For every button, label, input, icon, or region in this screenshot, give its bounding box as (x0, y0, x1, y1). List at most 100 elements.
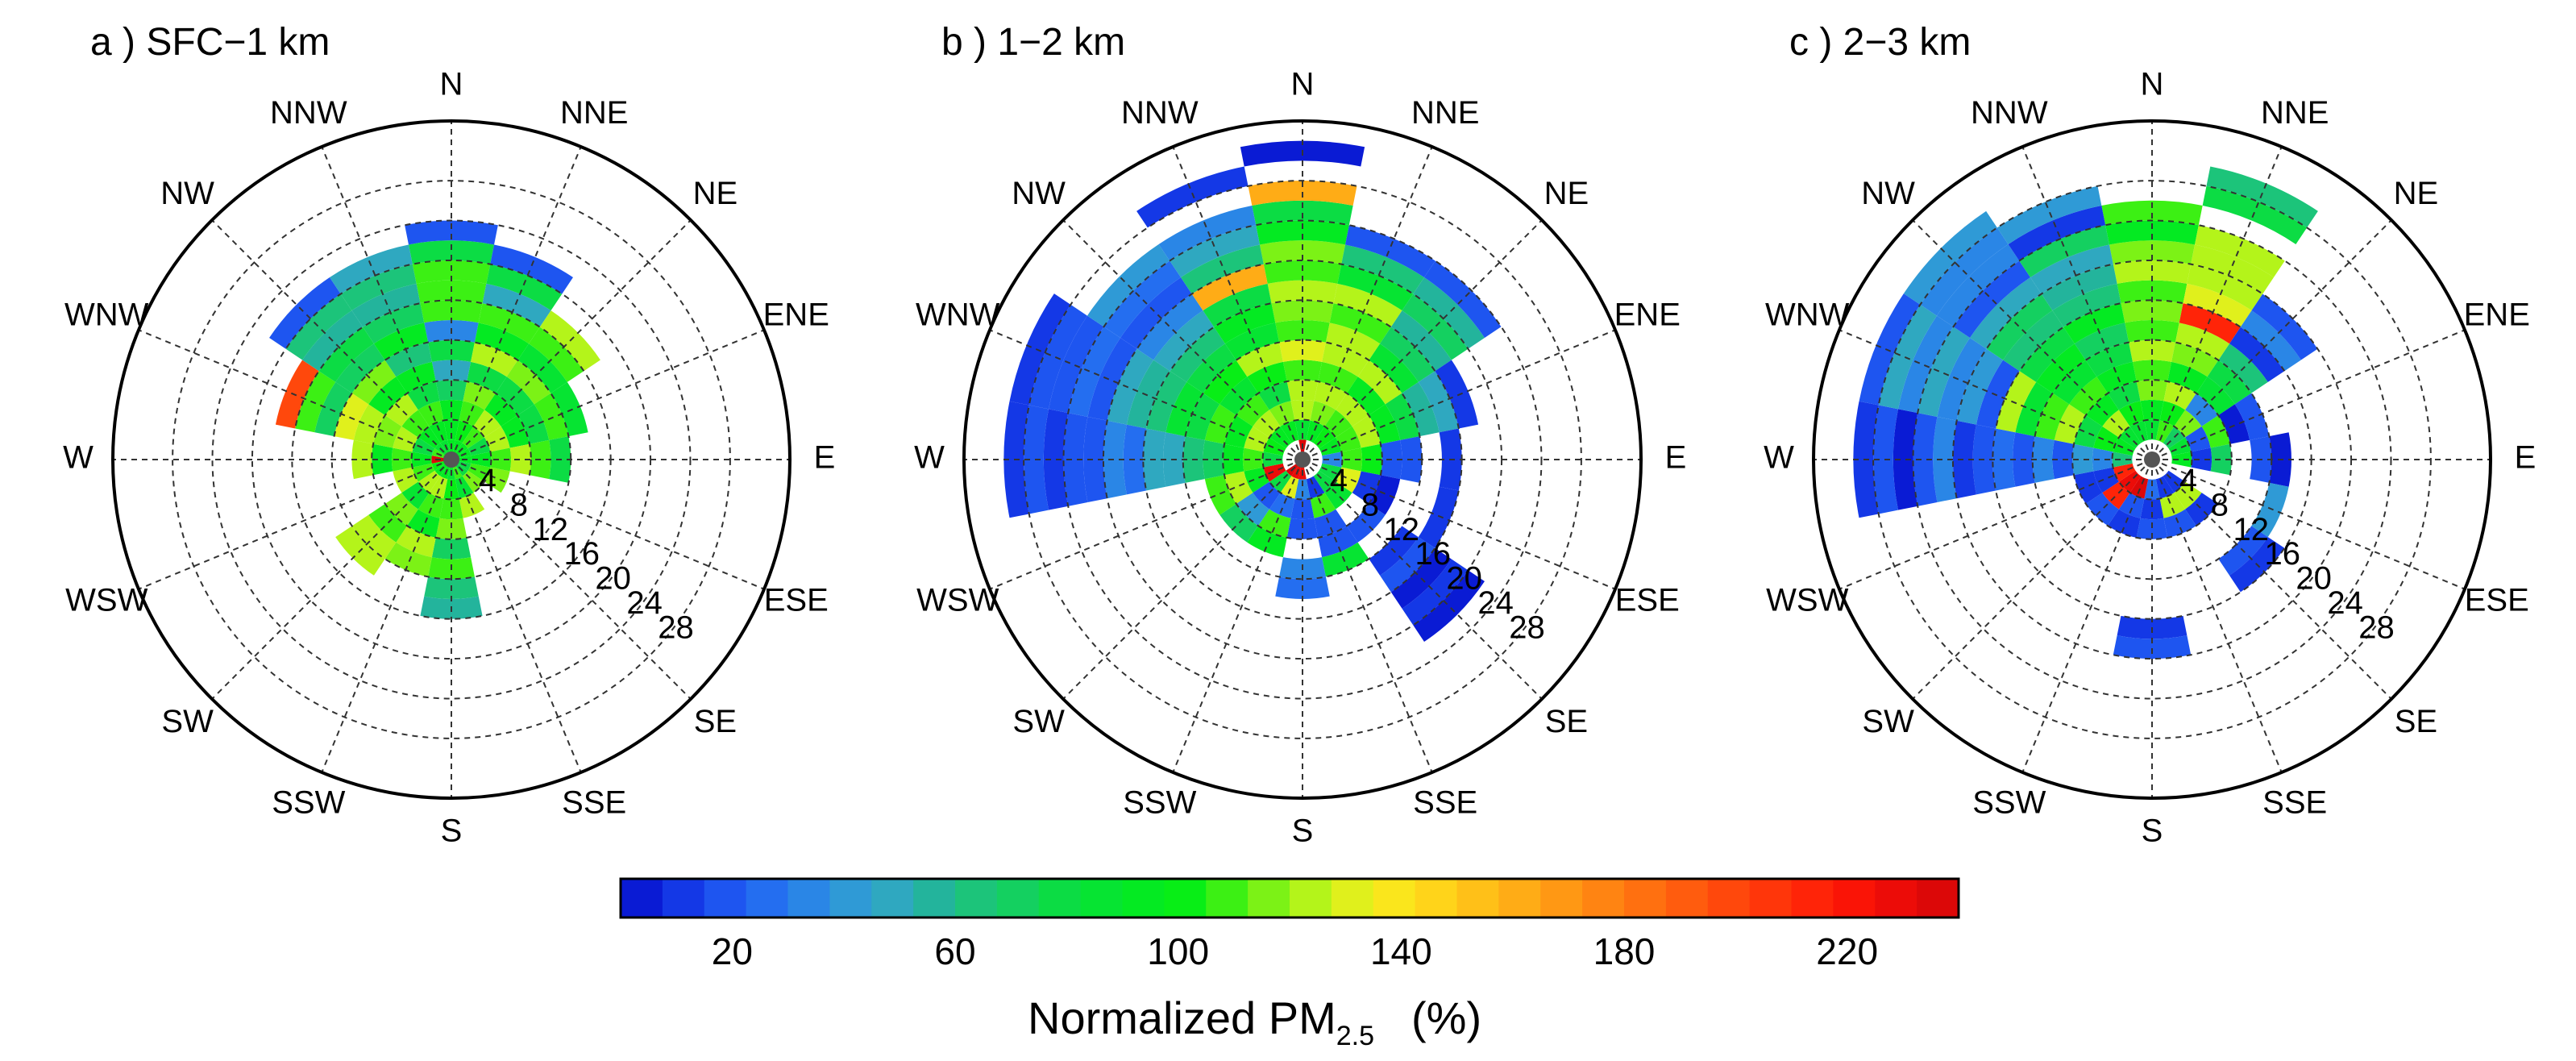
rose-bin-NNE-20-22 (490, 244, 573, 294)
center-dot (2144, 451, 2160, 468)
direction-label-SW: SW (1012, 704, 1065, 739)
direction-label-ENE: ENE (763, 297, 829, 332)
rose-bin-NNE-4-6 (459, 401, 485, 426)
rose-bin-N-20-22 (408, 240, 495, 264)
rose-bin-NW-20-22 (1970, 277, 2042, 349)
rose-bin-ENE-4-6 (1336, 426, 1361, 452)
direction-label-WSW: WSW (65, 583, 147, 618)
rose-bin-NNW-10-12 (2085, 342, 2133, 377)
rose-bin-WNW-24-26 (1897, 315, 1954, 414)
colorbar-cell-15 (1248, 879, 1290, 917)
rose-bin-WNW-10-12 (1185, 393, 1220, 440)
speed-ring-8 (2071, 379, 2233, 540)
rose-bin-SE-4-6 (2174, 481, 2202, 510)
speed-ring-label-20: 20 (2296, 561, 2332, 597)
rose-bin-NE-8-10 (2196, 377, 2235, 416)
colorbar-cell-11 (1080, 879, 1124, 917)
panel-2-3km: c ) 2−3 km N NNE NE ENE E ESE SE SSE S SSW SW WSW W W… (1764, 21, 2536, 849)
colorbar-cell-31 (1917, 879, 1959, 917)
rose-bin-NNE-18-20 (2187, 264, 2263, 311)
speed-ring-8 (1222, 379, 1383, 540)
panel-title-b: b ) 1−2 km (941, 21, 1125, 64)
spoke-NW (1062, 219, 1303, 460)
rose-bin-ENE-14-16 (1418, 371, 1459, 433)
speed-ring-24 (1062, 219, 1543, 700)
colorbar-cell-0 (621, 879, 663, 917)
rose-bin-NNE-14-16 (478, 303, 540, 344)
rose-bin-NNE-18-20 (1337, 264, 1414, 311)
colorbar-cell-2 (704, 879, 747, 917)
rose-bin-N-4-6 (2140, 399, 2164, 421)
speed-ring-label-4: 4 (2179, 463, 2197, 498)
rose-bin-ENE-4-6 (2185, 426, 2211, 452)
rose-bin-ENE-10-12 (534, 393, 569, 440)
rose-bin-ENE-10-12 (1385, 393, 1420, 440)
rose-bin-NW-22-24 (1953, 260, 2031, 339)
spoke-ENE (1302, 329, 1616, 460)
colorbar-cell-1 (662, 879, 705, 917)
speed-ring-label-28: 28 (1509, 610, 1545, 646)
rose-bin-NNW-4-6 (418, 401, 444, 426)
direction-label-S: S (2142, 813, 2163, 849)
direction-label-SW: SW (1862, 704, 1914, 739)
rose-bin-NNE-16-18 (1333, 283, 1402, 327)
rose-bin-NW-4-6 (1253, 410, 1281, 438)
speed-ring-4 (410, 418, 492, 501)
rose-bin-ENE-4-6 (484, 426, 510, 452)
colorbar-cell-26 (1707, 879, 1751, 917)
rose-bin-SW-6-8 (384, 493, 418, 526)
rose-bin-W-2-4 (2112, 451, 2133, 468)
direction-label-NE: NE (1544, 176, 1589, 211)
rose-bin-NNW-22-24 (2019, 225, 2109, 278)
rose-bin-N-4-6 (1290, 399, 1315, 421)
rose-bin-NNE-8-10 (467, 361, 507, 393)
rose-bin-NNW-28-30 (1136, 166, 1249, 228)
colorbar-cell-19 (1415, 879, 1458, 917)
rose-bin-SSE-8-10 (1318, 526, 1358, 558)
rose-bin-NW-8-10 (1219, 377, 1259, 416)
panel-title-c: c ) 2−3 km (1789, 21, 1971, 64)
outer-ring (111, 119, 791, 800)
speed-ring-24 (211, 219, 692, 700)
grid-layer-b (962, 119, 1643, 800)
speed-ring-28 (1872, 180, 2432, 739)
direction-label-ESE: ESE (2465, 583, 2529, 618)
rose-bin-ENE-6-8 (501, 415, 530, 448)
rose-bin-ENE-12-14 (551, 381, 588, 437)
direction-label-N: N (2141, 67, 2164, 102)
direction-label-S: S (1292, 813, 1314, 849)
rose-bin-N-18-20 (2113, 260, 2192, 284)
rose-bin-NNW-10-12 (1236, 342, 1283, 377)
rose-bin-N-6-8 (1286, 380, 1319, 402)
rose-bin-W-20-22 (1083, 416, 1107, 503)
rose-bin-S-4-6 (1290, 498, 1315, 520)
rose-bin-NNW-12-14 (2074, 322, 2129, 360)
colorbar-cell-6 (871, 879, 914, 917)
colorbar-cell-27 (1749, 879, 1793, 917)
rose-bin-N-0-2 (1298, 439, 1307, 460)
rose-bin-NE-22-24 (1423, 260, 1502, 339)
speed-ring-label-16: 16 (563, 536, 600, 572)
rose-bin-SSE-6-8 (2163, 509, 2196, 538)
rose-bin-NNW-20-22 (1181, 244, 1264, 294)
rose-bin-NNW-4-6 (2118, 401, 2145, 426)
spoke-ENE (2151, 329, 2466, 460)
rose-bin-NNW-14-16 (2063, 303, 2125, 344)
panel-1-2km: b ) 1−2 km N NNE NE ENE E ESE SE SSE S SSW SW WSW W W… (914, 21, 1686, 849)
center-dot (1294, 451, 1311, 468)
rose-bin-NE-18-20 (1402, 293, 1469, 360)
center-dot (443, 451, 459, 468)
rose-bin-NW-20-22 (1120, 277, 1192, 349)
rose-bin-NE-20-22 (1413, 277, 1485, 349)
speed-ring-28 (1023, 180, 1582, 739)
rose-bin-N-22-24 (405, 220, 498, 245)
colorbar-cell-20 (1456, 879, 1499, 917)
rose-bin-SSE-10-12 (1322, 542, 1369, 577)
rose-bin-WSW-4-6 (393, 467, 418, 493)
rose-bin-WNW-14-16 (1996, 371, 2037, 433)
rose-bin-NNE-14-16 (1329, 303, 1391, 344)
rose-bin-SW-4-6 (401, 481, 430, 510)
rose-bin-WNW-26-28 (1878, 304, 1937, 410)
colorbar-label-sub: 2.5 (1336, 1021, 1374, 1051)
